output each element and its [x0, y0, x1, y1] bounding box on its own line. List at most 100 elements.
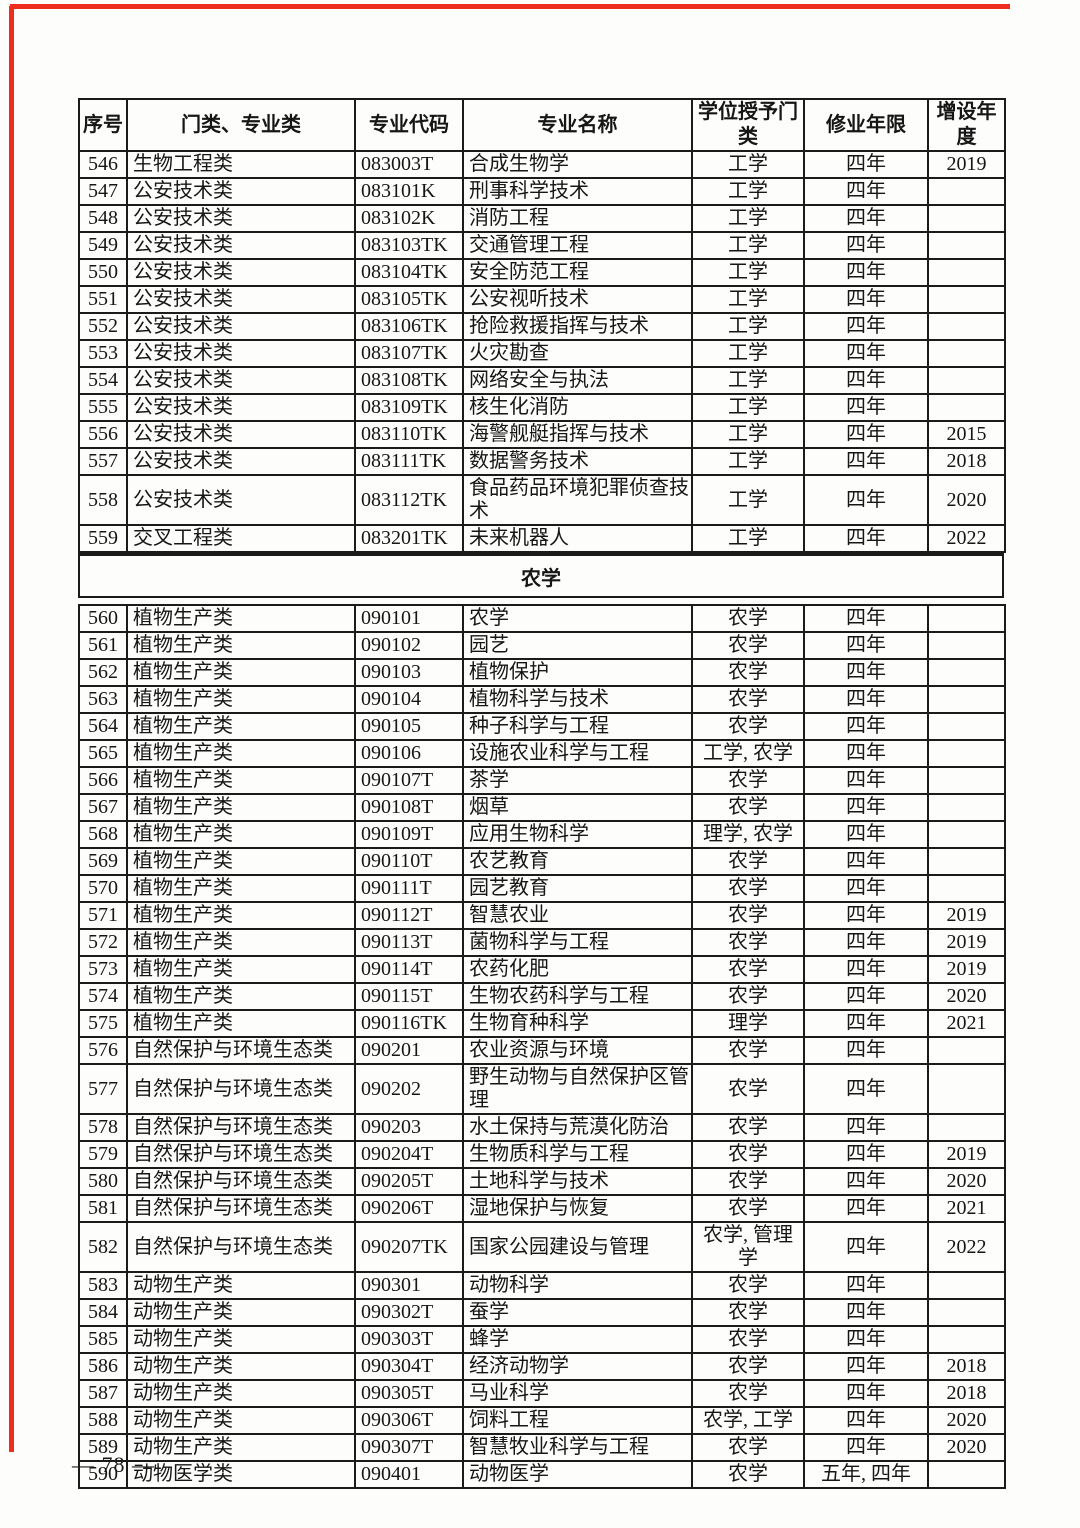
cell-years: 四年 — [803, 874, 929, 903]
cell-serial: 565 — [78, 739, 128, 768]
cell-major-name: 数据警务技术 — [462, 447, 693, 476]
cell-years: 四年 — [803, 474, 929, 526]
cell-major-name: 未来机器人 — [462, 524, 693, 553]
cell-year-added: 2019 — [927, 150, 1006, 179]
cell-years: 四年 — [803, 1271, 929, 1300]
cell-code: 090116TK — [354, 1009, 464, 1038]
cell-years: 四年 — [803, 1063, 929, 1115]
cell-degree: 农学 — [691, 1113, 805, 1142]
col-header-degree: 学位授予门类 — [691, 98, 805, 152]
cell-code: 090307T — [354, 1433, 464, 1462]
cell-degree: 工学 — [691, 420, 805, 449]
cell-year-added — [927, 366, 1006, 395]
cell-code: 083003T — [354, 150, 464, 179]
cell-degree: 理学 — [691, 1009, 805, 1038]
table-row: 549 公安技术类 083103TK 交通管理工程 工学 四年 — [78, 231, 1006, 260]
cell-major-name: 安全防范工程 — [462, 258, 693, 287]
cell-serial: 586 — [78, 1352, 128, 1381]
cell-degree: 工学 — [691, 474, 805, 526]
cell-years: 四年 — [803, 258, 929, 287]
cell-serial: 574 — [78, 982, 128, 1011]
cell-major-name: 网络安全与执法 — [462, 366, 693, 395]
cell-degree: 工学 — [691, 285, 805, 314]
cell-major-name: 国家公园建设与管理 — [462, 1221, 693, 1273]
cell-year-added — [927, 766, 1006, 795]
cell-major-name: 种子科学与工程 — [462, 712, 693, 741]
cell-major-name: 经济动物学 — [462, 1352, 693, 1381]
cell-category: 动物生产类 — [126, 1406, 356, 1435]
col-header-name: 专业名称 — [462, 98, 693, 152]
table-row: 559 交叉工程类 083201TK 未来机器人 工学 四年 2022 — [78, 524, 1006, 553]
cell-serial: 560 — [78, 604, 128, 633]
cell-degree: 农学 — [691, 604, 805, 633]
cell-years: 四年 — [803, 1352, 929, 1381]
table-row: 580 自然保护与环境生态类 090205T 土地科学与技术 农学 四年 202… — [78, 1167, 1006, 1196]
cell-year-added: 2022 — [927, 1221, 1006, 1273]
cell-code: 083105TK — [354, 285, 464, 314]
table-row: 573 植物生产类 090114T 农药化肥 农学 四年 2019 — [78, 955, 1006, 984]
cell-year-added: 2020 — [927, 982, 1006, 1011]
cell-degree: 农学 — [691, 1271, 805, 1300]
table-row: 548 公安技术类 083102K 消防工程 工学 四年 — [78, 204, 1006, 233]
table-row: 565 植物生产类 090106 设施农业科学与工程 工学, 农学 四年 — [78, 739, 1006, 768]
col-header-code: 专业代码 — [354, 98, 464, 152]
cell-category: 植物生产类 — [126, 658, 356, 687]
cell-code: 090101 — [354, 604, 464, 633]
cell-code: 090106 — [354, 739, 464, 768]
cell-serial: 583 — [78, 1271, 128, 1300]
cell-serial: 576 — [78, 1036, 128, 1065]
cell-serial: 551 — [78, 285, 128, 314]
table-row: 551 公安技术类 083105TK 公安视听技术 工学 四年 — [78, 285, 1006, 314]
cell-years: 四年 — [803, 447, 929, 476]
cell-year-added: 2019 — [927, 1140, 1006, 1169]
majors-table: 序号 门类、专业类 专业代码 专业名称 学位授予门类 修业年限 增设年度 546… — [78, 98, 1006, 1489]
table-row: 583 动物生产类 090301 动物科学 农学 四年 — [78, 1271, 1006, 1300]
cell-years: 五年, 四年 — [803, 1460, 929, 1489]
cell-category: 植物生产类 — [126, 793, 356, 822]
cell-serial: 550 — [78, 258, 128, 287]
cell-code: 090303T — [354, 1325, 464, 1354]
table-row: 560 植物生产类 090101 农学 农学 四年 — [78, 604, 1006, 633]
cell-category: 植物生产类 — [126, 955, 356, 984]
table-row: 585 动物生产类 090303T 蜂学 农学 四年 — [78, 1325, 1006, 1354]
table-row: 582 自然保护与环境生态类 090207TK 国家公园建设与管理 农学, 管理… — [78, 1221, 1006, 1273]
cell-category: 交叉工程类 — [126, 524, 356, 553]
cell-category: 植物生产类 — [126, 631, 356, 660]
cell-major-name: 植物科学与技术 — [462, 685, 693, 714]
cell-serial: 555 — [78, 393, 128, 422]
cell-major-name: 生物质科学与工程 — [462, 1140, 693, 1169]
cell-years: 四年 — [803, 604, 929, 633]
table-row: 581 自然保护与环境生态类 090206T 湿地保护与恢复 农学 四年 202… — [78, 1194, 1006, 1223]
table-row: 550 公安技术类 083104TK 安全防范工程 工学 四年 — [78, 258, 1006, 287]
cell-degree: 农学 — [691, 982, 805, 1011]
col-header-serial: 序号 — [78, 98, 128, 152]
majors-table-upper: 序号 门类、专业类 专业代码 专业名称 学位授予门类 修业年限 增设年度 546… — [78, 98, 1006, 553]
cell-degree: 农学 — [691, 955, 805, 984]
cell-degree: 农学 — [691, 793, 805, 822]
cell-degree: 工学 — [691, 231, 805, 260]
cell-category: 自然保护与环境生态类 — [126, 1036, 356, 1065]
cell-years: 四年 — [803, 955, 929, 984]
cell-category: 植物生产类 — [126, 1009, 356, 1038]
cell-major-name: 野生动物与自然保护区管理 — [462, 1063, 693, 1115]
cell-code: 090205T — [354, 1167, 464, 1196]
cell-year-added: 2021 — [927, 1009, 1006, 1038]
cell-category: 自然保护与环境生态类 — [126, 1221, 356, 1273]
cell-code: 083108TK — [354, 366, 464, 395]
cell-serial: 552 — [78, 312, 128, 341]
cell-serial: 588 — [78, 1406, 128, 1435]
cell-category: 植物生产类 — [126, 685, 356, 714]
cell-code: 083109TK — [354, 393, 464, 422]
cell-year-added — [927, 658, 1006, 687]
cell-serial: 570 — [78, 874, 128, 903]
cell-code: 090111T — [354, 874, 464, 903]
cell-category: 公安技术类 — [126, 420, 356, 449]
cell-year-added — [927, 604, 1006, 633]
table-row: 552 公安技术类 083106TK 抢险救援指挥与技术 工学 四年 — [78, 312, 1006, 341]
cell-years: 四年 — [803, 1406, 929, 1435]
table-row: 547 公安技术类 083101K 刑事科学技术 工学 四年 — [78, 177, 1006, 206]
cell-degree: 农学 — [691, 1194, 805, 1223]
cell-serial: 589 — [78, 1433, 128, 1462]
cell-major-name: 刑事科学技术 — [462, 177, 693, 206]
cell-year-added — [927, 631, 1006, 660]
